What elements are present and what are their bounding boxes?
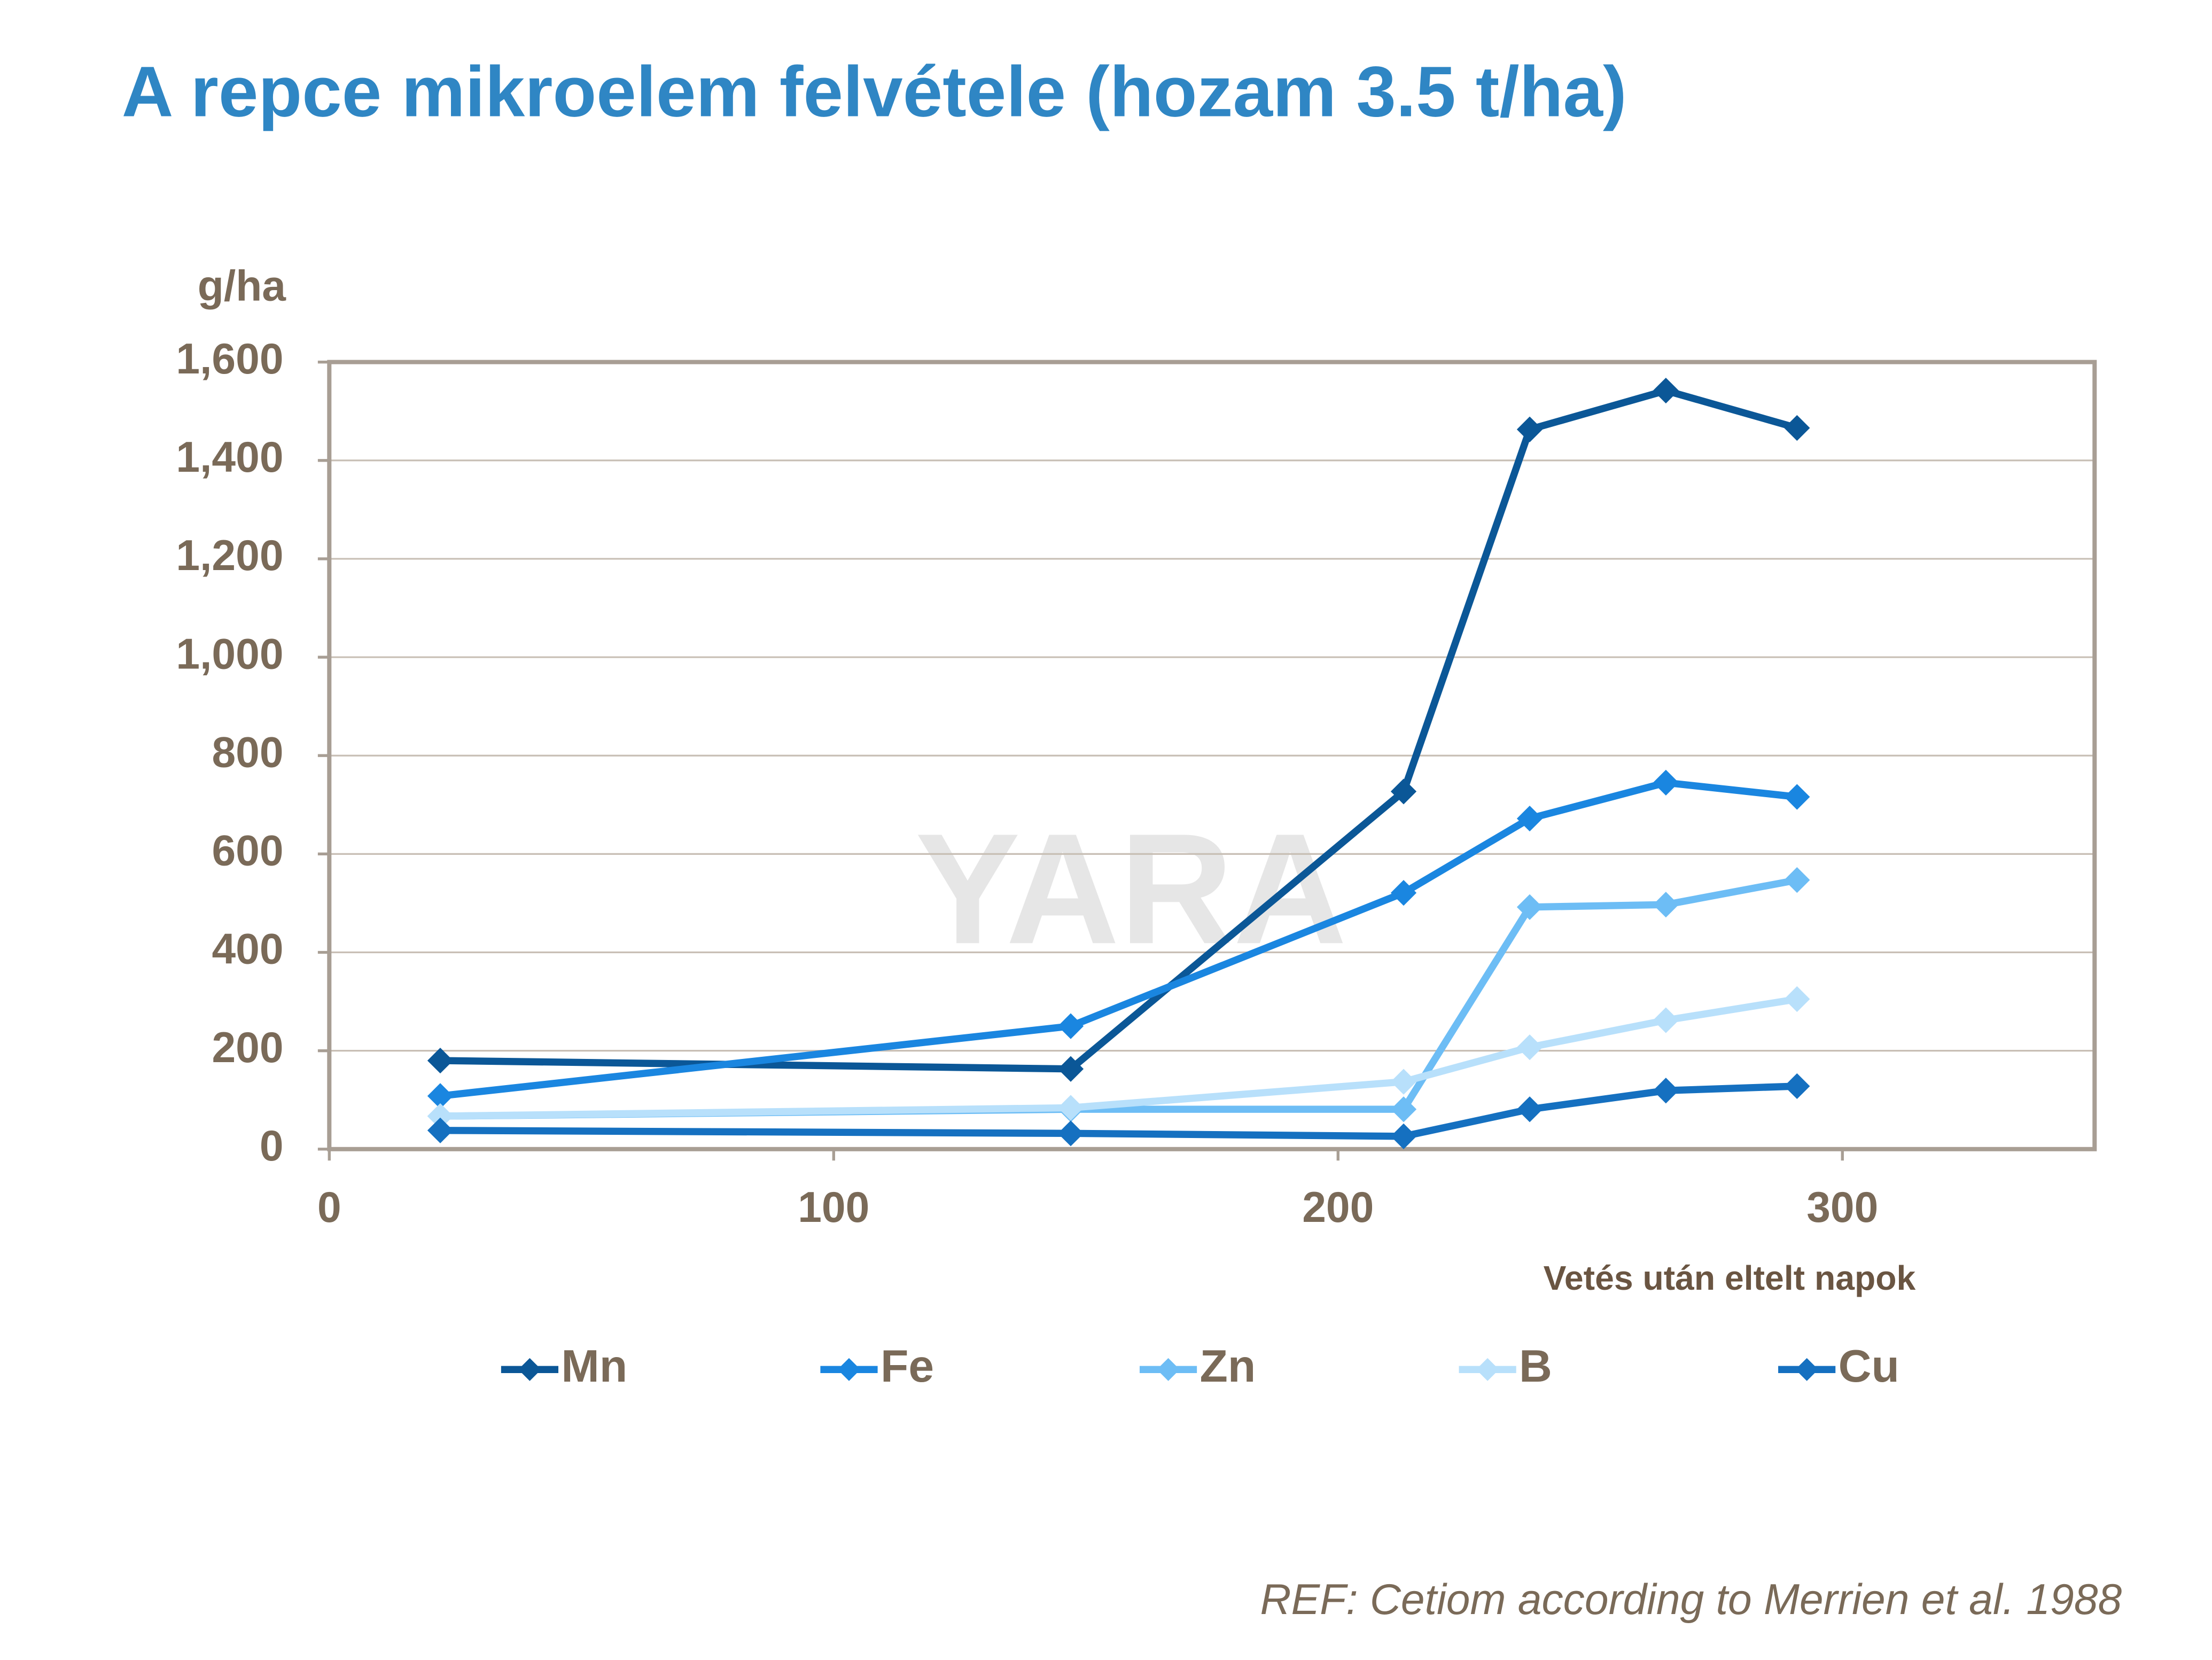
data-point	[1784, 415, 1810, 441]
x-tick-label: 200	[1302, 1183, 1374, 1232]
data-point	[427, 1103, 454, 1129]
chart-title: A repce mikroelem felvétele (hozam 3.5 t…	[122, 52, 1627, 132]
x-tick-label: 300	[1806, 1183, 1878, 1232]
x-tick-label: 0	[317, 1183, 341, 1232]
data-point	[1057, 1013, 1084, 1039]
legend-marker	[518, 1358, 541, 1381]
data-point	[1057, 1095, 1084, 1121]
y-tick-label: 400	[212, 925, 283, 973]
legend-label: Zn	[1200, 1341, 1256, 1392]
data-point	[1653, 1007, 1679, 1033]
x-axis-label: Vetés után eltelt napok	[1544, 1259, 1916, 1297]
y-tick-label: 1,000	[176, 630, 283, 678]
data-point	[1653, 769, 1679, 796]
data-point	[1784, 986, 1810, 1012]
data-point	[1653, 892, 1679, 918]
y-tick-label: 200	[212, 1024, 283, 1072]
data-point	[427, 1047, 454, 1074]
legend-marker	[837, 1358, 861, 1381]
plot-frame	[327, 360, 2097, 1151]
data-point	[1784, 867, 1810, 893]
data-point	[1516, 1096, 1543, 1123]
legend-label: Mn	[561, 1341, 627, 1392]
series-line	[440, 1082, 1797, 1140]
data-point	[1653, 1078, 1679, 1104]
y-tick-label: 600	[212, 827, 283, 875]
data-point	[427, 1117, 454, 1143]
series-line	[440, 387, 1798, 1073]
y-tick-label: 800	[212, 728, 283, 776]
reference: REF: Cetiom according to Merrien et al. …	[1260, 1576, 2122, 1624]
data-point	[1390, 1123, 1417, 1149]
legend-label: Fe	[881, 1341, 934, 1392]
legend-marker	[1476, 1358, 1499, 1381]
y-axis-label: g/ha	[198, 262, 287, 310]
data-point	[1516, 1034, 1543, 1061]
data-point	[1784, 784, 1810, 810]
legend-marker	[1795, 1358, 1819, 1381]
data-point	[1516, 416, 1543, 442]
y-tick-label: 1,600	[176, 335, 283, 383]
legend-marker	[1157, 1358, 1180, 1381]
legend-label: Cu	[1839, 1341, 1899, 1392]
y-tick-label: 1,200	[176, 532, 283, 580]
data-point	[1784, 1073, 1810, 1100]
data-point	[1653, 377, 1679, 404]
legend-label: B	[1519, 1341, 1552, 1392]
data-point	[1057, 1120, 1084, 1147]
y-tick-label: 0	[260, 1122, 284, 1170]
x-tick-label: 100	[798, 1183, 869, 1232]
series-line	[440, 995, 1798, 1120]
y-tick-label: 1,400	[176, 433, 283, 481]
data-point	[1516, 805, 1543, 832]
series-line	[440, 779, 1798, 1100]
